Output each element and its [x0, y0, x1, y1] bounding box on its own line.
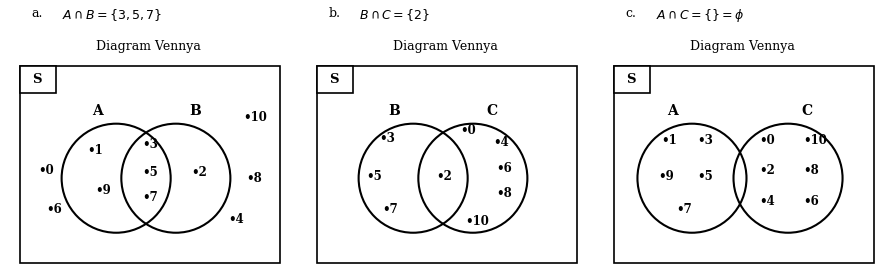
Text: •1: •1 — [661, 134, 676, 147]
Text: $A \cap B = \{3, 5, 7\}$: $A \cap B = \{3, 5, 7\}$ — [62, 7, 161, 23]
Text: S: S — [32, 73, 41, 86]
Text: •7: •7 — [142, 192, 158, 204]
Bar — [20, 66, 280, 263]
Text: •9: •9 — [95, 184, 111, 196]
Text: •1: •1 — [87, 144, 103, 157]
Text: •4: •4 — [228, 213, 243, 226]
Text: •8: •8 — [804, 164, 820, 177]
Text: •7: •7 — [676, 203, 692, 216]
Text: C: C — [486, 104, 497, 118]
Text: •10: •10 — [465, 215, 489, 228]
Text: •4: •4 — [494, 136, 510, 149]
Text: B: B — [189, 104, 200, 118]
Text: $B \cap C = \{2\}$: $B \cap C = \{2\}$ — [359, 7, 430, 23]
Text: •10: •10 — [804, 134, 828, 147]
Text: •9: •9 — [658, 170, 674, 183]
Text: Diagram Vennya: Diagram Vennya — [96, 40, 201, 53]
Text: •0: •0 — [460, 124, 476, 137]
Text: •10: •10 — [243, 110, 267, 124]
Text: •8: •8 — [496, 187, 512, 201]
Text: b.: b. — [328, 7, 340, 20]
Text: •4: •4 — [759, 195, 775, 209]
Bar — [317, 66, 576, 263]
Text: •2: •2 — [192, 166, 208, 179]
Text: •3: •3 — [142, 138, 158, 151]
Text: •2: •2 — [759, 164, 775, 177]
Bar — [614, 66, 650, 93]
Text: •2: •2 — [437, 170, 453, 183]
Text: •7: •7 — [382, 203, 397, 216]
Bar — [20, 66, 56, 93]
Text: •5: •5 — [142, 166, 158, 179]
Text: •6: •6 — [804, 195, 820, 209]
Text: $A \cap C = \{\} = \phi$: $A \cap C = \{\} = \phi$ — [656, 7, 744, 24]
Text: S: S — [625, 73, 635, 86]
Text: A: A — [92, 104, 102, 118]
Text: •0: •0 — [759, 134, 775, 147]
Text: a.: a. — [31, 7, 43, 20]
Bar — [614, 66, 874, 263]
Text: •3: •3 — [380, 132, 396, 145]
Text: •0: •0 — [38, 164, 54, 177]
Text: S: S — [329, 73, 339, 86]
Text: A: A — [667, 104, 678, 118]
Text: •5: •5 — [366, 170, 382, 183]
Text: •6: •6 — [496, 162, 512, 175]
Text: •6: •6 — [46, 203, 61, 216]
Text: •5: •5 — [697, 170, 713, 183]
Text: •3: •3 — [697, 134, 713, 147]
Text: •8: •8 — [246, 172, 262, 185]
Bar — [317, 66, 354, 93]
Text: B: B — [388, 104, 400, 118]
Text: Diagram Vennya: Diagram Vennya — [393, 40, 498, 53]
Text: Diagram Vennya: Diagram Vennya — [690, 40, 795, 53]
Text: c.: c. — [625, 7, 636, 20]
Text: C: C — [802, 104, 813, 118]
